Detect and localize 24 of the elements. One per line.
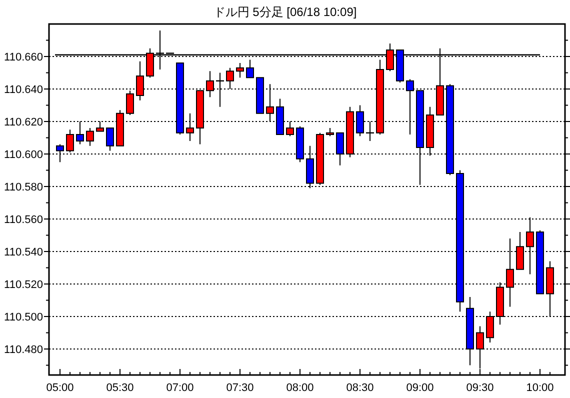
candlestick	[106, 128, 114, 152]
candlestick	[246, 59, 254, 78]
y-tick-label: 110.620	[4, 116, 43, 128]
y-tick-label: 110.640	[4, 84, 43, 96]
y-tick-label: 110.520	[4, 278, 43, 291]
x-tick-label: 07:30	[226, 382, 254, 394]
y-tick-label: 110.480	[4, 344, 43, 356]
y-tick-label: 110.560	[4, 214, 43, 226]
candlestick	[236, 62, 244, 78]
y-tick-label: 110.540	[4, 246, 43, 258]
x-tick-label: 09:00	[406, 382, 434, 394]
y-tick-label: 110.500	[4, 311, 43, 324]
x-tick-label: 07:00	[166, 382, 194, 394]
x-tick-label: 05:00	[46, 382, 74, 394]
x-tick-label: 10:00	[526, 382, 554, 394]
x-tick-label: 08:30	[346, 382, 374, 394]
x-tick-label: 08:00	[286, 382, 314, 394]
y-tick-label: 110.660	[4, 51, 43, 64]
chart-title: ドル円 5分足 [06/18 10:09]	[213, 5, 357, 19]
candlestick	[86, 128, 94, 146]
x-tick-label: 05:30	[106, 382, 134, 394]
y-tick-label: 110.600	[4, 148, 43, 161]
y-tick-label: 110.580	[4, 181, 43, 194]
x-tick-label: 09:30	[466, 382, 494, 394]
